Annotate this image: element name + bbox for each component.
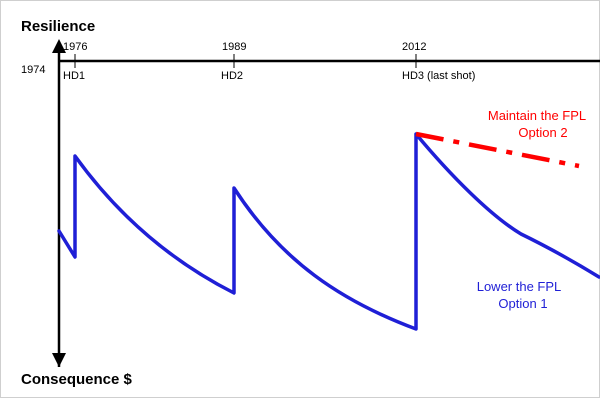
option2-line1: Maintain the FPL [488, 108, 586, 123]
year-label-2012: 2012 [402, 41, 426, 53]
year-label-1976: 1976 [63, 41, 87, 53]
event-label-hd1: HD1 [63, 70, 85, 82]
event-label-hd3: HD3 (last shot) [402, 70, 475, 82]
up-arrow-icon [52, 39, 66, 53]
resilience-axis-title: Resilience [21, 18, 95, 35]
consequence-axis-title: Consequence $ [21, 371, 133, 388]
down-arrow-icon [52, 353, 66, 367]
option2-line2: Option 2 [518, 125, 567, 140]
event-label-hd2: HD2 [221, 70, 243, 82]
option1-line1: Lower the FPL [477, 279, 562, 294]
year-label-1989: 1989 [222, 41, 246, 53]
red-maintain-line [415, 131, 580, 169]
option1-line2: Option 1 [498, 296, 547, 311]
origin-year-label: 1974 [21, 64, 45, 76]
blue-resilience-curve [57, 132, 600, 331]
